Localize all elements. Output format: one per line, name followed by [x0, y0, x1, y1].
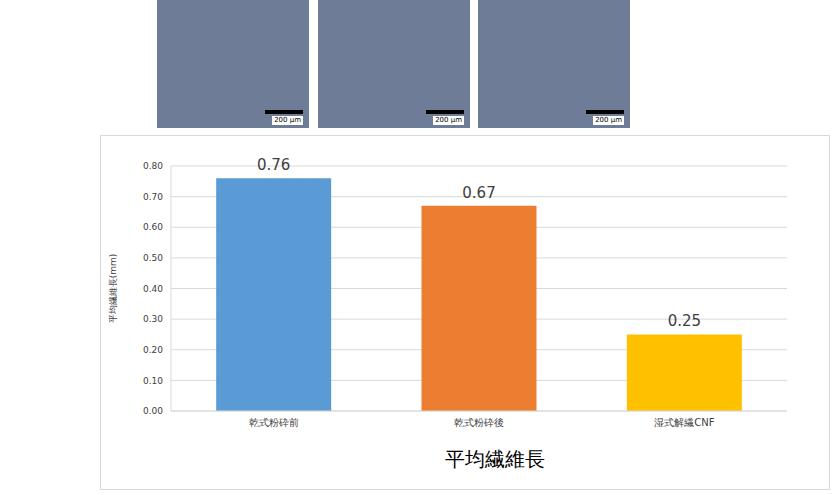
svg-text:0.76: 0.76	[257, 156, 290, 174]
svg-text:湿式解繊CNF: 湿式解繊CNF	[654, 417, 714, 428]
svg-text:0.70: 0.70	[143, 192, 163, 202]
svg-text:平均繊維長(mm): 平均繊維長(mm)	[108, 254, 118, 324]
html-text:200 μm: 200 μm	[595, 116, 622, 124]
svg-text:乾式粉砕後: 乾式粉砕後	[454, 417, 504, 428]
svg-text:0.50: 0.50	[143, 253, 163, 263]
svg-text:0.20: 0.20	[143, 345, 163, 355]
svg-text:乾式粉砕前: 乾式粉砕前	[249, 417, 299, 428]
svg-text:0.80: 0.80	[143, 161, 163, 171]
html-text:200 μm: 200 μm	[274, 116, 301, 124]
html-text:200 μm: 200 μm	[435, 116, 462, 124]
svg-text:0.10: 0.10	[143, 376, 163, 386]
svg-text:0.00: 0.00	[143, 406, 163, 416]
svg-text:0.60: 0.60	[143, 222, 163, 232]
svg-text:0.40: 0.40	[143, 284, 163, 294]
html-text:平均繊維長: 平均繊維長	[445, 447, 545, 471]
svg-text:0.67: 0.67	[462, 184, 495, 202]
svg-text:0.30: 0.30	[143, 314, 163, 324]
svg-text:0.25: 0.25	[668, 312, 701, 330]
